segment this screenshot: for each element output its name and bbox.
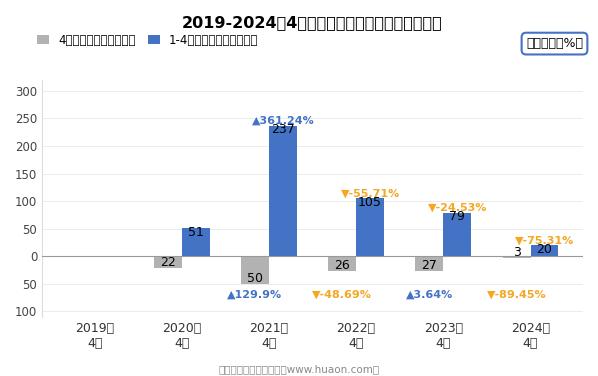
Text: 22: 22 xyxy=(160,256,176,270)
Bar xyxy=(182,228,210,256)
Text: ▼-55.71%: ▼-55.71% xyxy=(340,188,399,199)
Bar xyxy=(356,198,384,256)
Text: ▼-75.31%: ▼-75.31% xyxy=(515,235,574,245)
Bar xyxy=(530,245,559,256)
Text: ▲3.64%: ▲3.64% xyxy=(406,289,453,299)
Text: 50: 50 xyxy=(247,272,263,285)
Text: 3: 3 xyxy=(512,246,520,259)
Text: ▼-48.69%: ▼-48.69% xyxy=(312,289,372,299)
Bar xyxy=(416,256,443,271)
Text: 105: 105 xyxy=(358,196,382,209)
Text: 制图：华经产业研究院（www.huaon.com）: 制图：华经产业研究院（www.huaon.com） xyxy=(218,364,380,374)
Text: 237: 237 xyxy=(271,123,295,136)
Text: 20: 20 xyxy=(536,243,553,256)
Text: 26: 26 xyxy=(334,259,350,271)
Legend: 4月期货成交量（万手）, 1-4月期货成交量（万手）: 4月期货成交量（万手）, 1-4月期货成交量（万手） xyxy=(37,33,258,47)
Text: 79: 79 xyxy=(449,211,465,223)
Title: 2019-2024年4月大连商品交易所粳米期货成交量: 2019-2024年4月大连商品交易所粳米期货成交量 xyxy=(182,15,443,30)
Text: 51: 51 xyxy=(188,226,204,239)
Bar xyxy=(241,256,269,284)
Text: 27: 27 xyxy=(422,259,437,272)
Bar xyxy=(154,256,182,268)
Text: 同比增速（%）: 同比增速（%） xyxy=(526,37,583,50)
Bar xyxy=(269,126,297,256)
Bar xyxy=(328,256,356,271)
Text: ▲361.24%: ▲361.24% xyxy=(252,115,315,126)
Text: ▼-24.53%: ▼-24.53% xyxy=(428,203,487,213)
Text: ▲129.9%: ▲129.9% xyxy=(227,289,283,299)
Text: ▼-89.45%: ▼-89.45% xyxy=(487,289,547,299)
Bar xyxy=(443,213,471,256)
Bar xyxy=(502,256,530,258)
